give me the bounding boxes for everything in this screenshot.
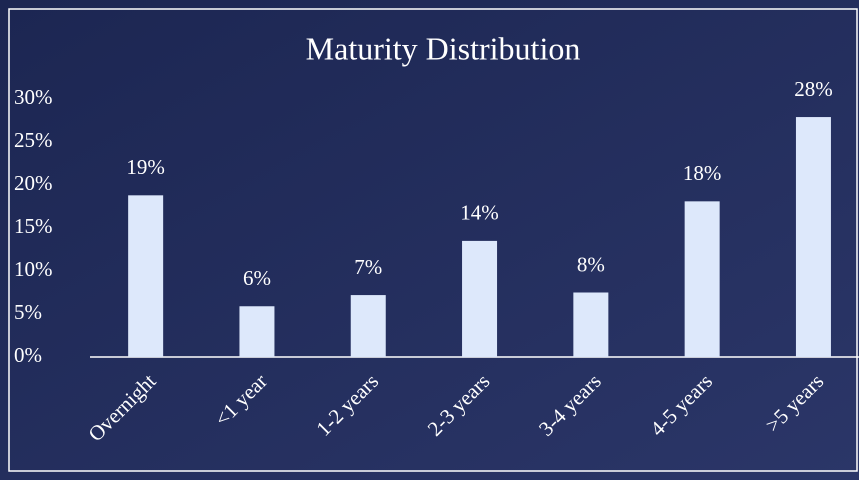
value-label: 6% bbox=[243, 266, 271, 290]
y-tick-label: 20% bbox=[14, 171, 53, 195]
y-tick-label: 15% bbox=[14, 214, 53, 238]
y-tick-label: 10% bbox=[14, 257, 53, 281]
chart-title: Maturity Distribution bbox=[306, 30, 581, 66]
bar bbox=[128, 195, 164, 357]
value-label: 7% bbox=[354, 255, 382, 279]
y-tick-label: 30% bbox=[14, 85, 53, 109]
value-label: 28% bbox=[794, 77, 833, 101]
value-label: 18% bbox=[683, 161, 722, 185]
bar bbox=[573, 292, 609, 357]
value-label: 8% bbox=[577, 252, 605, 276]
bar bbox=[462, 240, 498, 357]
bar bbox=[684, 201, 720, 357]
value-label: 14% bbox=[460, 201, 499, 225]
y-tick-label: 0% bbox=[14, 343, 42, 367]
bar bbox=[350, 295, 386, 357]
value-label: 19% bbox=[126, 155, 165, 179]
y-tick-label: 25% bbox=[14, 128, 53, 152]
y-tick-label: 5% bbox=[14, 300, 42, 324]
bar bbox=[795, 117, 831, 357]
bar bbox=[239, 306, 275, 357]
frame bbox=[8, 8, 858, 472]
